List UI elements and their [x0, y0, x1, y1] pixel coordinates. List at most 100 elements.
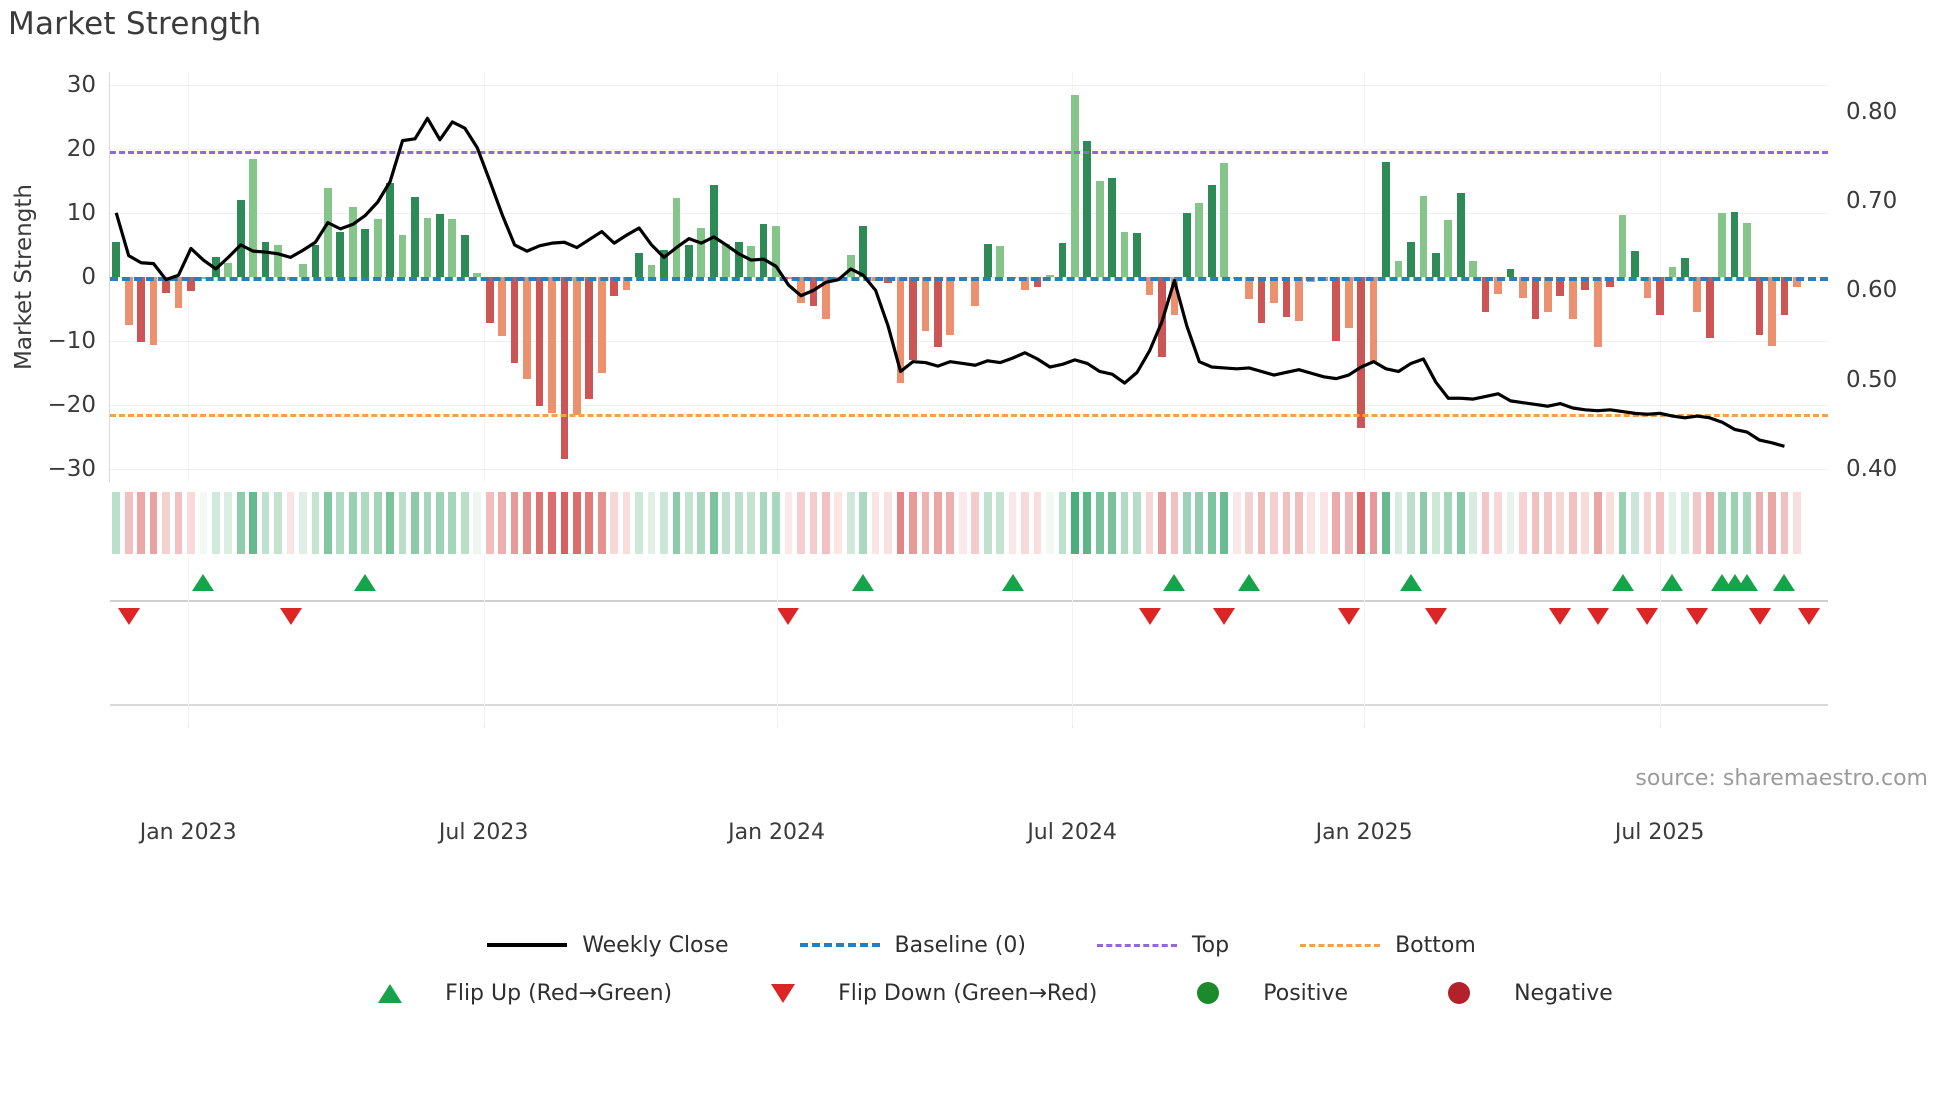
heatmap-cell [1431, 492, 1440, 554]
heatmap-cell [1668, 492, 1677, 554]
heatmap-cell [1245, 492, 1253, 554]
bar [1295, 277, 1303, 321]
bar [909, 277, 917, 361]
legend-item[interactable]: Top [1094, 933, 1229, 958]
heatmap-cell [660, 492, 668, 554]
heatmap-cell [734, 492, 743, 554]
heatmap-cell [846, 492, 855, 554]
heatmap-cell [1220, 492, 1229, 554]
bar [1606, 277, 1614, 287]
gridline [110, 212, 1828, 214]
bar [324, 187, 332, 277]
bar [249, 159, 257, 277]
bar [1718, 212, 1727, 277]
heatmap-cell [647, 492, 656, 554]
flip-down-marker-icon [1798, 608, 1821, 625]
heatmap-cell [821, 492, 830, 554]
heatmap-cell [548, 492, 556, 554]
bar [772, 225, 780, 277]
heatmap-cell [1631, 492, 1639, 554]
legend-item[interactable]: Positive [1165, 981, 1348, 1006]
bar [373, 219, 382, 277]
bar [1332, 277, 1341, 342]
legend-item[interactable]: Negative [1416, 981, 1613, 1006]
heatmap-cell [560, 492, 569, 554]
bar [1618, 214, 1627, 277]
legend-item[interactable]: Bottom [1297, 933, 1476, 958]
heatmap-cell [1183, 492, 1191, 554]
heatmap-cell [1158, 492, 1166, 554]
bar [1195, 203, 1204, 277]
bar [1220, 162, 1229, 277]
heatmap-cell [1257, 492, 1266, 554]
heatmap-cell [261, 492, 270, 554]
flip-down-marker-icon [1636, 608, 1659, 625]
heatmap-cell [485, 492, 494, 554]
y-axis-right-tick: 0.70 [1846, 188, 1898, 215]
bar [361, 228, 370, 277]
heatmap-cell [423, 492, 432, 554]
circle-icon [1416, 981, 1502, 1005]
bar [1046, 275, 1054, 278]
heatmap-cell [1506, 492, 1515, 554]
legend-item[interactable]: Flip Up (Red→Green) [347, 981, 672, 1006]
bar [1793, 277, 1801, 287]
heatmap-cell [909, 492, 917, 554]
x-grid-extension [1659, 556, 1661, 726]
heatmap-cell [1058, 492, 1067, 554]
dashed-line-icon [1297, 933, 1383, 957]
y-axis-left-tick: −10 [47, 328, 96, 355]
bar [1519, 277, 1527, 299]
heatmap-cell [1232, 492, 1241, 554]
flip-down-marker-icon [1586, 608, 1609, 625]
chart-title: Market Strength [8, 6, 262, 42]
heatmap-cell [1568, 492, 1577, 554]
heatmap-cell [249, 492, 257, 554]
heatmap-cell [348, 492, 357, 554]
heatmap-cell [1382, 492, 1390, 554]
heatmap-cell [1581, 492, 1590, 554]
bar [1456, 193, 1465, 277]
bar [585, 277, 594, 399]
bar [1544, 277, 1552, 313]
legend-item-label: Baseline (0) [894, 932, 1026, 958]
bar [983, 243, 992, 277]
heatmap-cell [187, 492, 195, 554]
bar [1108, 177, 1116, 277]
flip-down-marker-icon [117, 608, 140, 625]
legend-item[interactable]: Flip Down (Green→Red) [740, 981, 1097, 1006]
bar [610, 277, 619, 297]
bar [722, 243, 731, 277]
heatmap-cell [871, 492, 880, 554]
heatmap-cell [1083, 492, 1092, 554]
heatmap-cell [1606, 492, 1614, 554]
legend-row-2: Flip Up (Red→Green) Flip Down (Green→Red)… [0, 973, 1960, 1013]
legend-item[interactable]: Weekly Close [484, 933, 729, 958]
heatmap-cell [884, 492, 892, 554]
heatmap-cell [174, 492, 183, 554]
heatmap-cell [672, 492, 681, 554]
heatmap-cell [1680, 492, 1689, 554]
heatmap-cell [137, 492, 145, 554]
heatmap-cell [1407, 492, 1415, 554]
y-axis-left-tick: −30 [47, 456, 96, 483]
y-axis-right-tick: 0.50 [1846, 366, 1898, 393]
gridline [110, 341, 1828, 343]
bar [1469, 260, 1478, 277]
legend-item-label: Flip Up (Red→Green) [445, 980, 673, 1006]
bar [236, 200, 245, 277]
heatmap-cell [510, 492, 519, 554]
bar [1730, 212, 1739, 277]
heatmap-cell [1519, 492, 1527, 554]
bar [1245, 277, 1253, 300]
bar [1083, 140, 1092, 277]
heatmap-cell [448, 492, 457, 554]
legend-item[interactable]: Baseline (0) [797, 933, 1026, 958]
reference-line [110, 414, 1828, 418]
heatmap-cell [398, 492, 407, 554]
heatmap-cell [1270, 492, 1278, 554]
heatmap-cell [324, 492, 332, 554]
bar [1506, 269, 1515, 277]
legend-item-label: Flip Down (Green→Red) [838, 980, 1098, 1006]
heatmap-cell [1357, 492, 1365, 554]
